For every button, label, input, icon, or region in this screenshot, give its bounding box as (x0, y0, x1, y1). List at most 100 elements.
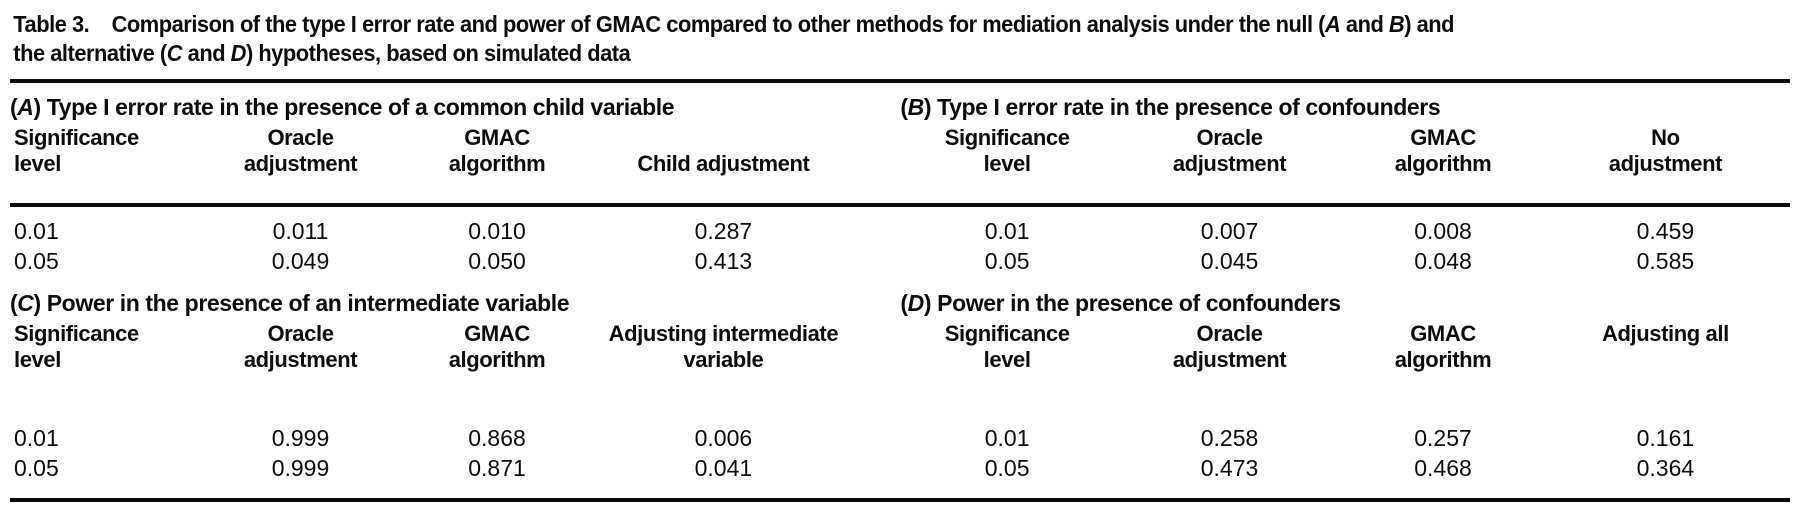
col-header-line: Significance (14, 321, 139, 346)
value-cell: 0.585 (1636, 248, 1695, 274)
col-header-oracle-b: Oracle adjustment (1114, 125, 1345, 177)
caption-segment: D (230, 40, 247, 66)
section-title-a: (A) Type I error rate in the presence of… (10, 83, 864, 125)
col-header-line: level (983, 151, 1031, 176)
section-title-b-text: ) Type I error rate in the presence of c… (923, 94, 1441, 120)
data-band-cd: 0.01 0.999 0.868 0.006 0.05 0.999 0.871 … (0, 373, 1800, 498)
col-header-line: Significance (14, 125, 139, 150)
col-header-gmac-b: GMAC algorithm (1345, 125, 1541, 177)
col-header-line: Adjusting all (1602, 321, 1729, 346)
section-title-a-text: ) Type I error rate in the presence of a… (33, 94, 675, 120)
value-cell: 0.413 (694, 248, 753, 274)
value-cell: 0.868 (468, 425, 526, 451)
panel-a-header: (A) Type I error rate in the presence of… (10, 83, 864, 177)
panel-d-data: 0.01 0.258 0.257 0.161 0.05 0.473 0.468 … (864, 423, 1790, 483)
value-cell: 0.05 (14, 248, 59, 274)
col-header-significance-d: Significance level (900, 321, 1114, 373)
paren-open: ( (900, 94, 908, 120)
col-header-line: algorithm (448, 151, 546, 176)
col-header-significance-b: Significance level (900, 125, 1114, 177)
value-cell: 0.364 (1636, 455, 1695, 481)
panel-c-data: 0.01 0.999 0.868 0.006 0.05 0.999 0.871 … (10, 423, 864, 483)
value-cell: 0.05 (984, 248, 1030, 274)
table-caption: Table 3. Comparison of the type I error … (0, 0, 1784, 79)
value-cell: 0.161 (1636, 425, 1695, 451)
section-title-d-text: ) Power in the presence of confounders (923, 290, 1341, 316)
section-letter-c: C (17, 290, 34, 316)
value-cell: 0.041 (694, 455, 753, 481)
panel-a-data: 0.01 0.011 0.010 0.287 0.05 0.049 0.050 … (10, 216, 864, 276)
caption-segment: Table 3. Comparison of the type I error … (13, 11, 1325, 37)
col-header-oracle-c: Oracle adjustment (189, 321, 411, 373)
col-header-child-adjustment: Child adjustment (582, 125, 864, 177)
value-cell: 0.05 (14, 455, 59, 481)
section-letter-a: A (17, 94, 34, 120)
col-header-line: Oracle (1196, 125, 1263, 150)
value-cell: 0.473 (1200, 455, 1259, 481)
col-header-line: adjustment (1172, 151, 1287, 176)
value-cell: 0.01 (984, 425, 1030, 451)
col-header-line: Significance (944, 321, 1070, 346)
col-header-oracle-d: Oracle adjustment (1114, 321, 1345, 373)
col-header-line: Adjusting intermediate (608, 321, 839, 346)
col-header-line: Oracle (267, 125, 334, 150)
col-header-oracle-a: Oracle adjustment (189, 125, 411, 177)
col-header-line: algorithm (1394, 347, 1492, 372)
col-header-significance-a: Significance level (10, 125, 189, 177)
col-header-line: level (14, 151, 61, 176)
value-cell: 0.459 (1636, 218, 1695, 244)
col-header-line: variable (683, 347, 764, 372)
header-band-ab: (A) Type I error rate in the presence of… (0, 83, 1800, 203)
paren-open: ( (10, 94, 18, 120)
col-header-line (1541, 347, 1790, 373)
caption-segment: the alternative ( (13, 40, 167, 66)
col-header-line: adjustment (1608, 151, 1723, 176)
value-cell: 0.01 (14, 425, 59, 451)
col-header-gmac-a: GMAC algorithm (412, 125, 583, 177)
section-title-b: (B) Type I error rate in the presence of… (900, 83, 1790, 125)
caption-segment: and (1340, 11, 1389, 37)
value-cell: 0.258 (1200, 425, 1259, 451)
col-header-line: GMAC (1410, 125, 1476, 150)
panel-c-header: (C) Power in the presence of an intermed… (10, 279, 864, 373)
col-header-line: algorithm (1394, 151, 1492, 176)
section-letter-d: D (907, 290, 925, 316)
section-title-d: (D) Power in the presence of confounders (900, 279, 1790, 321)
data-band-ab: 0.01 0.011 0.010 0.287 0.05 0.049 0.050 … (0, 207, 1800, 279)
value-cell: 0.045 (1200, 248, 1259, 274)
bottom-rule (10, 498, 1790, 502)
caption-segment: C (166, 40, 183, 66)
value-cell: 0.010 (468, 218, 526, 244)
col-header-adjusting-intermediate: Adjusting intermediate variable (582, 321, 864, 373)
mid-rule (10, 203, 1790, 207)
value-cell: 0.01 (14, 218, 59, 244)
col-header-line: adjustment (1172, 347, 1287, 372)
value-cell: 0.006 (694, 425, 753, 451)
value-cell: 0.01 (984, 218, 1030, 244)
col-header-line: level (983, 347, 1031, 372)
value-cell: 0.007 (1200, 218, 1259, 244)
caption-segment: B (1388, 11, 1405, 37)
col-header-line: adjustment (243, 151, 358, 176)
col-header-significance-c: Significance level (10, 321, 189, 373)
paren-open: ( (10, 290, 18, 316)
value-cell: 0.050 (468, 248, 526, 274)
col-header-line: GMAC (464, 321, 530, 346)
section-title-c: (C) Power in the presence of an intermed… (10, 279, 864, 321)
col-header-line: GMAC (1410, 321, 1476, 346)
value-cell: 0.008 (1414, 218, 1472, 244)
caption-segment: ) and (1404, 11, 1455, 37)
col-header-line: algorithm (448, 347, 546, 372)
caption-segment: and (182, 40, 231, 66)
col-header-line: level (14, 347, 61, 372)
value-cell: 0.011 (272, 218, 329, 244)
col-header-line: Significance (944, 125, 1070, 150)
col-header-line: Oracle (1196, 321, 1263, 346)
col-header-line: adjustment (243, 347, 358, 372)
col-header-line: Child adjustment (637, 151, 810, 176)
value-cell: 0.287 (694, 218, 753, 244)
header-band-cd: (C) Power in the presence of an intermed… (0, 279, 1800, 373)
col-header-line: No (1651, 125, 1680, 150)
panel-d-header: (D) Power in the presence of confounders… (864, 279, 1790, 373)
col-header-adjusting-all: Adjusting all (1541, 321, 1790, 373)
